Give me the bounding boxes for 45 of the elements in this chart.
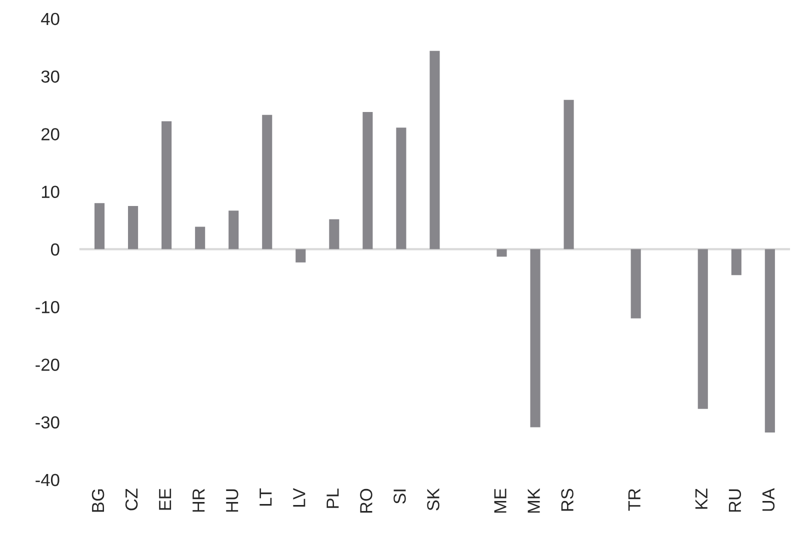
bar [94,203,105,250]
x-tick-label: HU [226,489,238,512]
y-tick-label: -20 [36,358,60,371]
x-tick-label: CZ [125,488,138,510]
y-tick-label: 10 [42,186,60,198]
y-tick-label: 40 [41,12,60,26]
bar [430,50,440,250]
bar [396,128,406,250]
x-tick-label: PL [326,488,339,508]
y-tick-label: -10 [36,300,60,314]
x-tick-label: MK [528,488,540,513]
y-tick-label: -40 [36,474,60,486]
bar [329,219,340,250]
bar [698,249,708,409]
bar [764,249,775,432]
bar [530,249,540,428]
x-tick-label: RO [360,488,372,513]
x-tick-label: LT [260,488,272,506]
bar [128,206,138,250]
x-tick-label: KZ [695,488,708,509]
y-tick-label: 30 [41,70,60,83]
bar [564,100,574,250]
bar [630,249,641,318]
x-tick-label: HR [192,488,205,512]
bar [195,226,206,250]
x-tick-label: UA [762,488,775,511]
bar [228,210,239,250]
bar [496,249,507,257]
bar [731,249,742,276]
x-tick-label: RU [728,489,742,512]
x-tick-label: SK [427,488,440,510]
bar [362,112,373,250]
x-tick-label: TR [628,488,640,511]
bar [262,114,272,250]
x-tick-label: EE [159,488,172,510]
bar [162,121,172,250]
x-tick-label: SI [394,490,406,504]
x-tick-label: RS [561,488,574,511]
x-tick-label: ME [494,488,506,513]
y-tick-label: -30 [36,416,60,429]
x-tick-label: BG [92,489,104,512]
bar [296,249,306,262]
y-tick-label: 20 [42,128,60,140]
x-tick-label: LV [293,488,306,507]
y-tick-label: 0 [50,243,60,256]
